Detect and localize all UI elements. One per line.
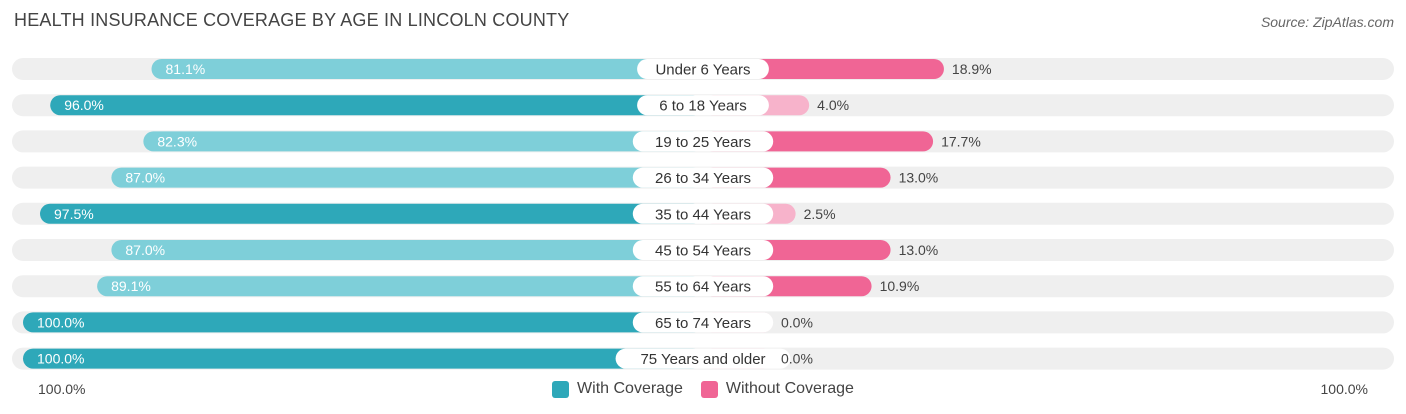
chart-row: 75 Years and older 100.0% 0.0% (12, 347, 1394, 370)
without-coverage-value-label: 0.0% (781, 351, 813, 367)
category-label-pill (632, 312, 774, 333)
legend-item-with-coverage: With Coverage (552, 380, 683, 398)
legend: With Coverage Without Coverage (0, 380, 1406, 398)
with-coverage-value-label: 87.0% (125, 242, 165, 258)
with-coverage-value-label: 100.0% (37, 351, 84, 367)
category-label-pill (637, 59, 769, 79)
bar-with-coverage (23, 348, 703, 369)
legend-swatch-without-coverage (700, 380, 718, 398)
chart-row: 55 to 64 Years 89.1% 10.9% (12, 275, 1394, 298)
bar-with-coverage (143, 131, 704, 152)
axis-left-label: 100.0% (38, 381, 86, 397)
bar-with-coverage (23, 312, 703, 333)
without-coverage-value-label: 4.0% (817, 97, 849, 113)
with-coverage-value-label: 81.1% (166, 61, 206, 77)
chart-row: 65 to 74 Years 100.0% 0.0% (12, 311, 1394, 334)
without-coverage-value-label: 17.7% (941, 133, 981, 149)
category-label: 6 to 18 Years (659, 98, 747, 115)
without-coverage-value-label: 13.0% (899, 242, 939, 258)
without-coverage-value-label: 18.9% (952, 61, 992, 77)
without-coverage-value-label: 2.5% (804, 206, 836, 222)
chart-title: HEALTH INSURANCE COVERAGE BY AGE IN LINC… (14, 10, 570, 30)
category-label-pill (632, 131, 774, 152)
chart-row: 35 to 44 Years 97.5% 2.5% (12, 202, 1394, 225)
legend-label-without-coverage: Without Coverage (725, 380, 854, 397)
with-coverage-value-label: 89.1% (111, 278, 151, 294)
bar-with-coverage (50, 95, 703, 116)
with-coverage-value-label: 87.0% (125, 170, 165, 186)
category-label: 35 to 44 Years (655, 206, 751, 223)
with-coverage-value-label: 96.0% (64, 97, 104, 113)
category-label: 45 to 54 Years (655, 243, 751, 260)
category-label-pill (637, 95, 769, 116)
chart-row: 19 to 25 Years 82.3% 17.7% (12, 130, 1394, 153)
chart-row: 26 to 34 Years 87.0% 13.0% (12, 166, 1394, 189)
without-coverage-value-label: 0.0% (781, 314, 813, 330)
with-coverage-value-label: 97.5% (54, 206, 94, 222)
legend-item-without-coverage: Without Coverage (700, 380, 854, 398)
category-label-pill (632, 167, 774, 188)
bar-with-coverage (111, 240, 703, 260)
with-coverage-value-label: 82.3% (157, 133, 197, 149)
bar-with-coverage (97, 276, 704, 297)
chart-row: 45 to 54 Years 87.0% 13.0% (12, 239, 1394, 261)
category-label-pill (615, 348, 791, 369)
category-label: 26 to 34 Years (655, 170, 751, 187)
bar-with-coverage (151, 59, 703, 79)
category-label-pill (632, 240, 774, 260)
category-label: 19 to 25 Years (655, 134, 751, 151)
without-coverage-value-label: 13.0% (899, 170, 939, 186)
category-label: 65 to 74 Years (655, 315, 751, 332)
without-coverage-value-label: 10.9% (880, 278, 920, 294)
chart-row: 6 to 18 Years 96.0% 4.0% (12, 94, 1394, 117)
category-label: 55 to 64 Years (655, 279, 751, 296)
category-label-pill (632, 276, 774, 297)
bar-with-coverage (111, 167, 703, 188)
bar-with-coverage (40, 203, 703, 224)
category-label: 75 Years and older (640, 351, 765, 368)
chart-row: Under 6 Years 81.1% 18.9% (12, 58, 1394, 80)
source-label: Source: ZipAtlas.com (1260, 14, 1394, 30)
legend-swatch-with-coverage (552, 380, 570, 398)
category-label: Under 6 Years (655, 62, 750, 79)
axis-right-label: 100.0% (1320, 381, 1368, 397)
with-coverage-value-label: 100.0% (37, 314, 84, 330)
category-label-pill (632, 203, 774, 224)
legend-label-with-coverage: With Coverage (577, 380, 683, 397)
